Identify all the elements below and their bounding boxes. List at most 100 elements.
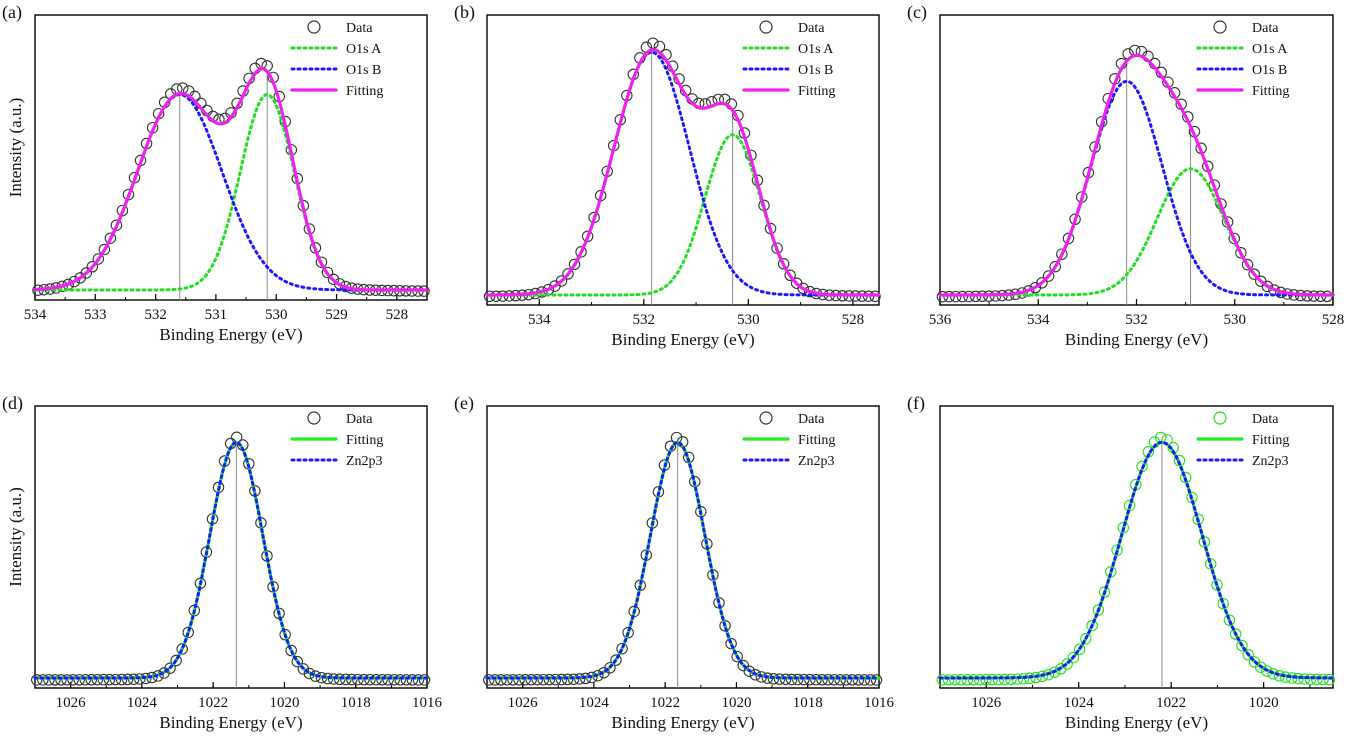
data-point (80, 267, 93, 279)
series-fitting-line (938, 53, 1335, 297)
data-point (376, 674, 388, 686)
data-point (67, 674, 79, 686)
x-tick-label: 530 (1224, 312, 1247, 328)
data-point (955, 674, 967, 686)
data-point (97, 673, 110, 686)
data-point (507, 674, 519, 686)
legend-item: Fitting (742, 84, 835, 99)
legend-label: Zn2p3 (1252, 454, 1289, 469)
x-tick-label: 1026 (56, 695, 87, 711)
data-point (1229, 628, 1242, 640)
series-o1s-a-line (485, 133, 881, 297)
data-point (816, 674, 828, 686)
legend-label: Fitting (798, 433, 835, 448)
x-tick-label: 1018 (793, 695, 823, 711)
x-axis-title: Binding Energy (eV) (159, 713, 302, 732)
data-point (495, 674, 507, 686)
data-point (1261, 280, 1274, 293)
legend-label: O1s B (798, 63, 833, 78)
legend-label: O1s A (1252, 42, 1288, 57)
legend-label: Data (1252, 412, 1279, 427)
data-point (986, 673, 998, 686)
data-point (834, 674, 846, 686)
data-point (68, 275, 80, 288)
data-point (79, 674, 91, 686)
data-point (936, 290, 949, 303)
plot-frame (939, 405, 1334, 689)
data-point (483, 674, 495, 686)
legend-item: Fitting (290, 433, 383, 448)
series-fitting-line (938, 440, 1335, 680)
data-point (104, 232, 117, 244)
data-point (858, 674, 871, 686)
legend-label: Fitting (798, 84, 835, 99)
data-point (822, 674, 834, 686)
x-tick-label: 534 (24, 307, 47, 323)
series-fitting-line (485, 48, 881, 297)
legend-label: Zn2p3 (798, 454, 835, 469)
x-tick-label: 533 (84, 307, 107, 323)
data-point (1223, 614, 1236, 626)
data-point (1235, 247, 1247, 259)
legend-label: Data (346, 412, 373, 427)
x-tick-label: 534 (528, 312, 551, 328)
data-point (942, 674, 955, 686)
x-tick-label: 1016 (864, 695, 895, 711)
data-point (974, 673, 986, 686)
data-point (170, 654, 182, 667)
legend-label: Fitting (346, 84, 383, 99)
data-point (513, 674, 525, 686)
data-point (37, 674, 49, 686)
data-point (519, 674, 531, 686)
data-point (85, 674, 98, 686)
legend-item: Data (1213, 20, 1279, 36)
data-point (1042, 270, 1055, 282)
legend-label: Data (346, 21, 373, 36)
data-point (103, 673, 116, 686)
legend-item: Fitting (1196, 433, 1289, 448)
x-axis-title: Binding Energy (eV) (611, 330, 754, 349)
x-tick-label: 1020 (1249, 695, 1279, 711)
data-point (967, 674, 980, 686)
legend-label: Data (798, 21, 825, 36)
legend-item: Data (307, 411, 373, 427)
data-point (297, 663, 310, 675)
series-o1s-a-line (938, 167, 1335, 297)
data-point (743, 665, 756, 677)
legend-item: Data (1213, 411, 1279, 427)
legend-marker (1213, 20, 1227, 34)
legend-label: Data (798, 412, 825, 427)
legend-item: O1s A (742, 42, 834, 57)
x-tick-label: 528 (1322, 312, 1345, 328)
x-axis-title: Binding Energy (eV) (1065, 330, 1208, 349)
data-point (418, 674, 431, 686)
data-point (1080, 632, 1092, 645)
legend-marker (759, 411, 773, 425)
data-point (852, 674, 865, 686)
series-zn2p3-line (485, 440, 881, 680)
legend-item: Fitting (742, 433, 835, 448)
data-point (543, 673, 556, 686)
data-point (777, 258, 790, 270)
legend-marker (307, 411, 321, 425)
data-point (949, 674, 961, 686)
legend-marker (307, 20, 321, 34)
data-point (810, 673, 822, 686)
data-point (327, 273, 340, 286)
data-point (406, 674, 419, 686)
data-point (1323, 673, 1336, 686)
data-point (784, 269, 796, 282)
data-point (575, 246, 587, 258)
data-point (279, 628, 291, 641)
data-point (73, 674, 85, 686)
data-point (610, 654, 622, 666)
legend-item: O1s B (290, 63, 381, 78)
chart-panel-f: 1026 1024 1022 1020 Binding Energy (eV) (f) Da… (907, 393, 1336, 732)
x-tick-label: 1022 (650, 695, 680, 711)
data-point (291, 655, 304, 668)
panel-label: (a) (2, 2, 22, 23)
data-point (86, 261, 99, 273)
data-point (725, 637, 737, 650)
panel-label: (d) (2, 393, 23, 414)
data-point (737, 659, 749, 672)
